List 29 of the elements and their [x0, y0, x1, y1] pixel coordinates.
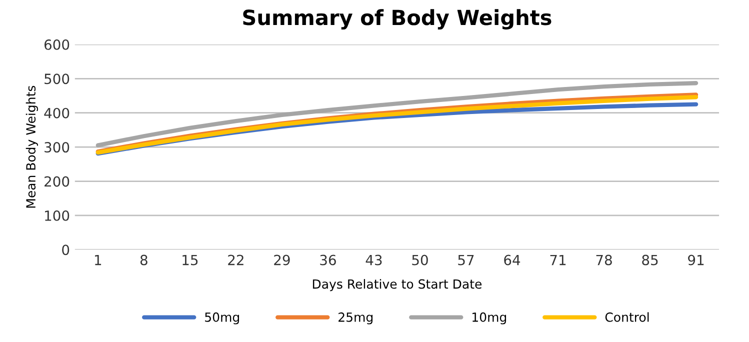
x-tick-label: 78	[596, 254, 612, 266]
x-tick-label: 85	[642, 254, 658, 266]
y-tick-label: 100	[45, 210, 70, 221]
x-tick-label: 15	[182, 254, 198, 266]
y-axis-title: Mean Body Weights	[26, 86, 38, 208]
y-tick-label: 600	[44, 39, 70, 50]
y-tick-label: 200	[44, 176, 70, 187]
x-tick-label: 64	[504, 254, 520, 266]
y-tick-label: 300	[44, 142, 70, 153]
y-tick-label: 400	[44, 108, 70, 118]
legend-label: 10mg	[472, 312, 506, 324]
x-axis-title: Days Relative to Start Date	[312, 279, 482, 292]
line-series	[96, 81, 698, 148]
x-tick-label: 71	[550, 254, 566, 266]
y-tick-label: 500	[44, 74, 70, 84]
legend-label: 25mg	[338, 312, 373, 324]
x-tick-label: 50	[412, 254, 428, 266]
legend-label: Control	[605, 312, 649, 322]
x-tick-label: 1	[95, 254, 102, 266]
x-tick-label: 57	[458, 254, 474, 266]
x-tick-label: 29	[274, 254, 290, 266]
x-tick-label: 8	[140, 254, 148, 266]
chart-title: Summary of Body Weights	[243, 9, 552, 30]
y-tick-label: 0	[62, 244, 70, 256]
x-tick-label: 43	[366, 254, 382, 266]
x-tick-label: 36	[320, 254, 336, 266]
x-tick-label: 22	[228, 254, 244, 266]
x-tick-label: 91	[688, 254, 704, 266]
legend-label: 50mg	[205, 312, 239, 324]
